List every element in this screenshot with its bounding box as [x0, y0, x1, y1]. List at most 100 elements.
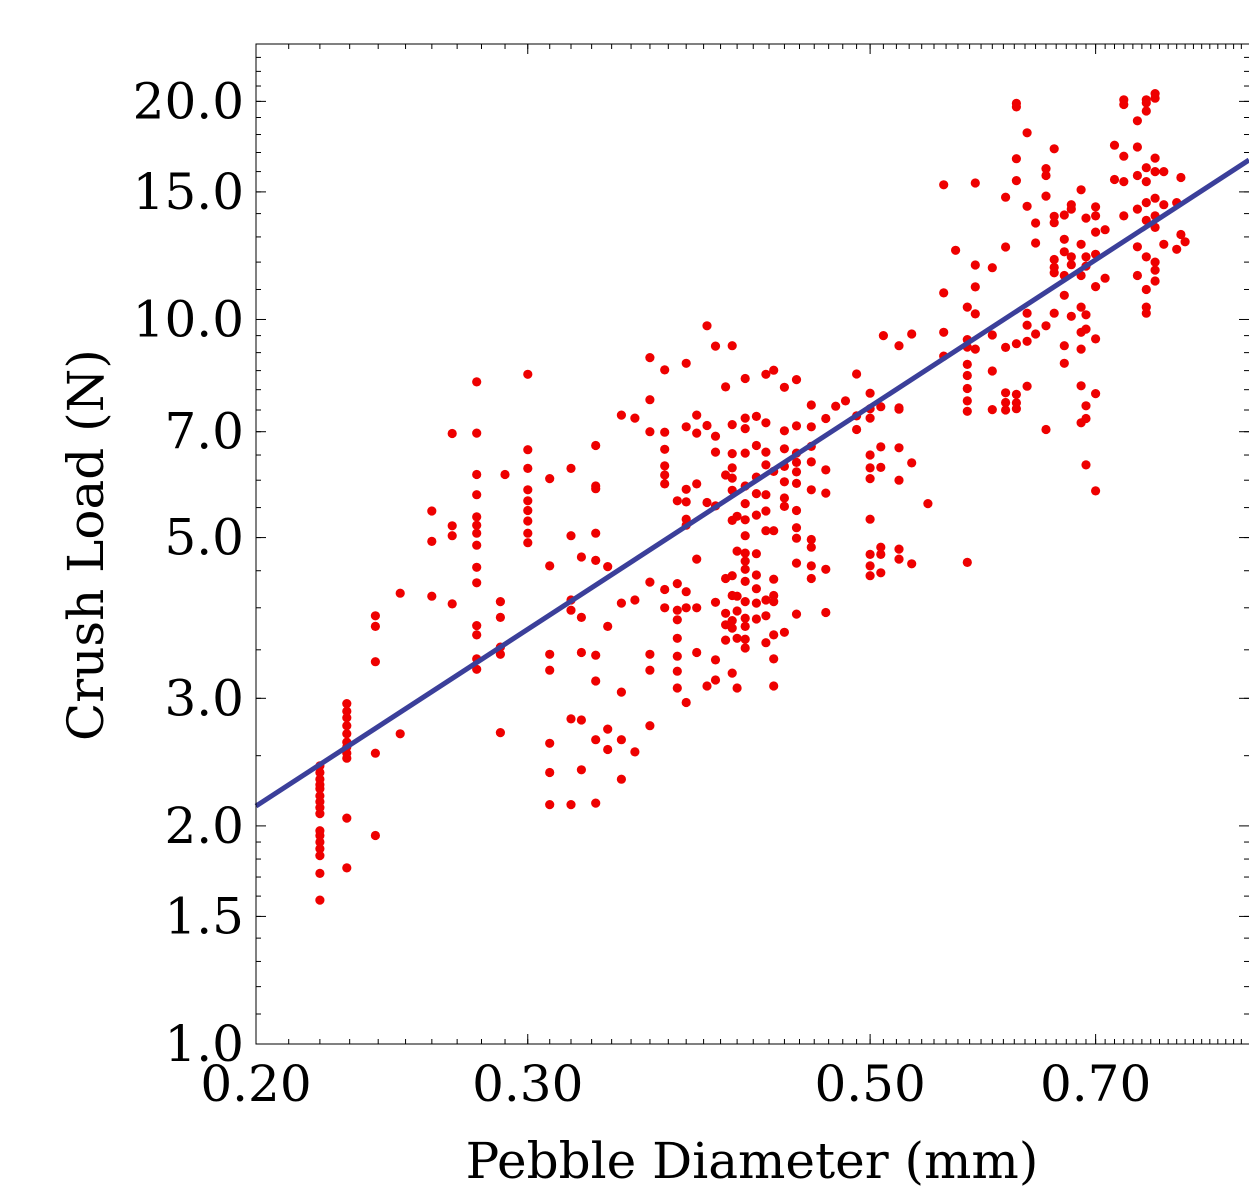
data-point — [672, 579, 682, 589]
data-point — [315, 774, 325, 784]
data-point — [1119, 211, 1129, 221]
data-point — [727, 616, 737, 626]
data-point — [1059, 341, 1069, 351]
data-point — [840, 396, 851, 406]
data-point — [761, 611, 771, 621]
data-point — [740, 597, 750, 607]
data-point — [907, 329, 917, 339]
data-point — [876, 442, 886, 452]
data-point — [865, 571, 875, 581]
data-point — [878, 331, 889, 341]
data-point — [681, 422, 691, 432]
data-point — [591, 481, 601, 491]
data-point — [1059, 210, 1069, 220]
y-tick-label: 10.0 — [133, 290, 244, 348]
data-point — [660, 479, 670, 489]
data-point — [740, 499, 750, 509]
data-point — [1081, 310, 1091, 320]
data-point — [1109, 140, 1120, 150]
data-point — [1100, 273, 1110, 283]
data-point — [732, 546, 742, 556]
data-point — [894, 443, 904, 453]
data-point — [315, 826, 325, 836]
data-point — [721, 635, 731, 645]
y-tick-label: 2.0 — [164, 797, 244, 855]
data-point — [576, 612, 587, 623]
data-point — [472, 578, 482, 588]
data-point — [740, 576, 750, 587]
y-tick-label: 20.0 — [133, 72, 244, 130]
data-point — [523, 505, 533, 516]
data-point — [1132, 116, 1142, 126]
data-point — [672, 633, 682, 643]
data-point — [603, 744, 613, 755]
data-point — [710, 431, 721, 441]
data-point — [702, 321, 712, 331]
data-point — [791, 457, 802, 467]
data-point — [315, 851, 325, 861]
data-point — [500, 469, 510, 480]
data-point — [1081, 324, 1091, 334]
data-point — [672, 605, 682, 615]
data-point — [545, 649, 555, 659]
data-point — [645, 395, 655, 405]
data-point — [681, 514, 691, 524]
data-point — [751, 614, 762, 624]
data-point — [1011, 339, 1022, 349]
data-point — [821, 488, 831, 498]
data-point — [740, 531, 750, 541]
data-point — [1159, 200, 1169, 210]
data-point — [727, 449, 737, 459]
data-point — [821, 413, 831, 424]
data-point — [721, 382, 731, 392]
data-point — [591, 650, 601, 660]
data-point — [727, 473, 737, 483]
data-point — [806, 485, 816, 495]
data-point — [315, 844, 325, 854]
data-point — [710, 341, 721, 351]
data-point — [779, 627, 790, 637]
data-point — [591, 440, 601, 451]
data-point — [645, 721, 655, 731]
data-point — [702, 681, 712, 691]
data-point — [1031, 218, 1041, 228]
data-point — [591, 528, 601, 538]
data-point — [1132, 204, 1142, 214]
data-point — [806, 422, 816, 432]
data-point — [692, 554, 702, 564]
data-point — [645, 353, 655, 363]
data-point — [779, 493, 790, 503]
data-point — [692, 647, 702, 658]
data-point — [970, 260, 980, 270]
data-point — [427, 536, 437, 547]
data-point — [591, 798, 601, 808]
plot-frame — [255, 43, 1249, 1045]
data-point — [1041, 191, 1051, 201]
data-point — [1132, 242, 1142, 252]
data-point — [472, 664, 482, 674]
data-point — [630, 747, 640, 757]
data-point — [342, 713, 352, 723]
data-point — [1100, 225, 1110, 235]
data-point — [1049, 308, 1059, 318]
data-point — [1059, 247, 1069, 257]
data-point — [740, 413, 750, 423]
data-point — [1031, 329, 1041, 339]
data-point — [616, 774, 627, 784]
data-point — [1091, 211, 1101, 221]
data-point — [523, 516, 533, 526]
data-point — [1091, 486, 1101, 496]
data-point — [894, 544, 904, 554]
data-point — [962, 557, 972, 568]
data-point — [1001, 342, 1011, 352]
data-point — [710, 675, 721, 685]
data-point — [1081, 252, 1091, 262]
data-point — [1041, 424, 1051, 435]
fit-line — [254, 157, 1249, 809]
data-point — [1041, 321, 1051, 331]
data-point — [1022, 381, 1032, 391]
data-point — [791, 375, 802, 385]
data-point — [727, 623, 737, 633]
data-point — [710, 655, 721, 665]
data-point — [962, 370, 972, 381]
